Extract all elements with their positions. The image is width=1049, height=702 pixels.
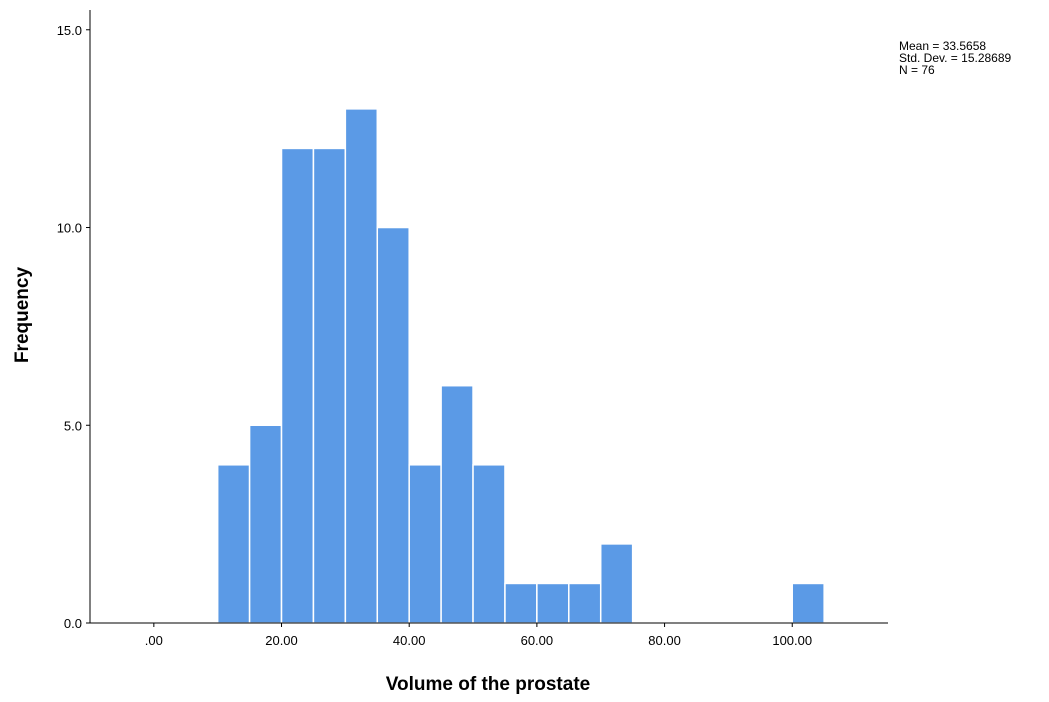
bars-layer [216,108,825,624]
axes-layer [89,10,888,624]
stats-line: Mean = 33.5658 [899,39,986,53]
x-tick-label: 60.00 [521,633,554,648]
histogram-bar [344,108,379,624]
x-tick-label: 100.00 [772,633,812,648]
x-tick-label: 80.00 [648,633,681,648]
histogram-bar [791,582,825,624]
histogram-bar [504,582,538,624]
histogram-bar [248,424,283,624]
stats-line: Std. Dev. = 15.28689 [899,51,1012,65]
y-tick-label: 15.0 [57,23,82,38]
x-tick-label: 40.00 [393,633,426,648]
histogram-bar [312,147,347,624]
y-axis-title: Frequency [12,267,33,364]
histogram-bar [216,464,251,624]
histogram-bar [599,543,634,624]
histogram-bar [280,147,315,624]
histogram-bar [408,464,442,624]
y-tick-label: 10.0 [57,221,82,236]
histogram-bar [440,384,474,624]
ticks-layer: .00 20.00 40.00 60.00 80.00 100.00 0.0 5.0 10.0 1… [57,23,812,648]
histogram-bar [376,226,410,624]
x-tick-label: 20.00 [265,633,298,648]
y-tick-label: 5.0 [64,418,82,433]
histogram-bar [568,582,602,624]
histogram-bar [536,582,570,624]
stats-line: N = 76 [899,63,935,77]
x-axis-title: Volume of the prostate [386,674,590,695]
x-tick-label: .00 [145,633,163,648]
histogram-bar [472,464,506,624]
y-tick-label: 0.0 [64,616,82,631]
